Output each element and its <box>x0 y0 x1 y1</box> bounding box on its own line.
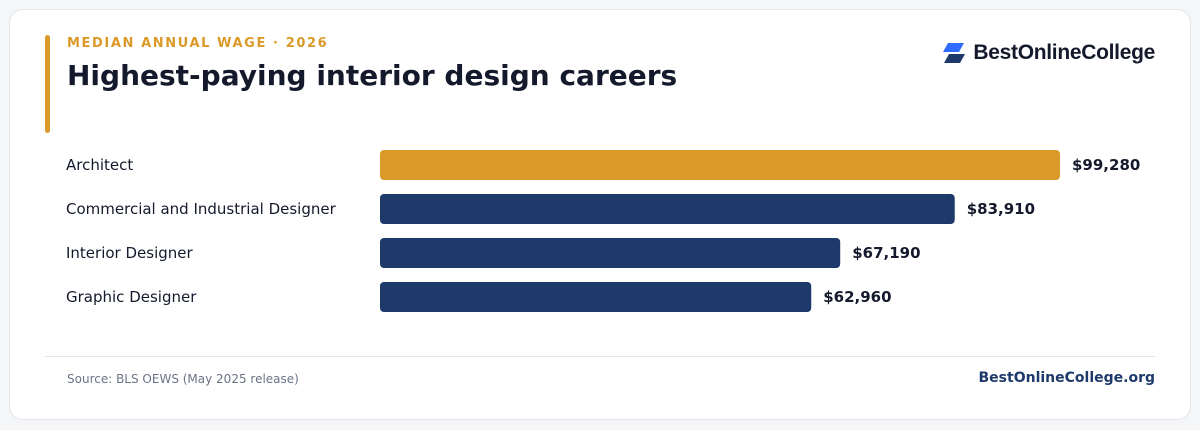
category-label: Graphic Designer <box>66 288 197 306</box>
category-label: Architect <box>66 156 133 174</box>
value-label: $67,190 <box>852 244 920 262</box>
bar <box>380 282 812 312</box>
value-label: $83,910 <box>967 200 1035 218</box>
brand-logo[interactable]: BestOnlineCollege <box>942 41 1155 65</box>
brand-name: BestOnlineCollege <box>973 41 1155 64</box>
parallelogram-logo-icon <box>943 43 966 63</box>
accent-bar <box>45 35 50 133</box>
source-note: Source: BLS OEWS (May 2025 release) <box>67 372 299 386</box>
chart-card: MEDIAN ANNUAL WAGE · 2026 Highest-paying… <box>9 9 1191 420</box>
value-label: $99,280 <box>1072 156 1140 174</box>
bar <box>380 150 1060 180</box>
footer-divider <box>45 356 1155 357</box>
bar <box>380 238 841 268</box>
value-label: $62,960 <box>823 288 891 306</box>
category-label: Interior Designer <box>66 244 194 262</box>
eyebrow-label: MEDIAN ANNUAL WAGE · 2026 <box>67 36 329 51</box>
category-label: Commercial and Industrial Designer <box>66 200 337 218</box>
bar <box>380 194 955 224</box>
site-link[interactable]: BestOnlineCollege.org <box>978 370 1155 386</box>
chart-title: Highest-paying interior design careers <box>67 59 678 92</box>
